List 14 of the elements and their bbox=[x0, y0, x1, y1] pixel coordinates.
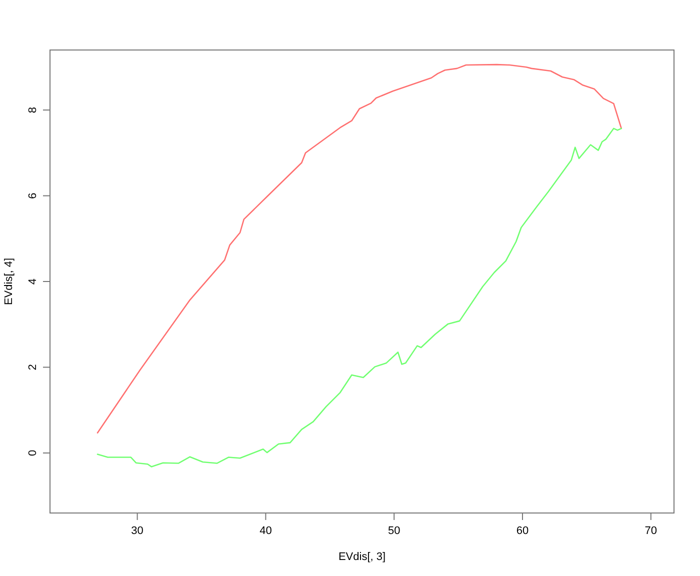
x-tick-label: 60 bbox=[516, 525, 529, 537]
y-tick-label: 6 bbox=[27, 192, 39, 199]
x-tick-label: 70 bbox=[644, 525, 658, 537]
line-series bbox=[96, 64, 622, 434]
line-series bbox=[96, 128, 622, 468]
y-tick-label: 4 bbox=[27, 278, 39, 285]
y-axis-title: EVdis[, 4] bbox=[3, 258, 15, 306]
x-tick-label: 40 bbox=[260, 525, 272, 537]
x-tick-label: 30 bbox=[131, 525, 144, 537]
y-tick-label: 8 bbox=[27, 106, 39, 114]
x-tick-label: 50 bbox=[388, 525, 400, 537]
x-axis-title: EVdis[, 3] bbox=[338, 551, 386, 563]
y-tick-label: 0 bbox=[27, 450, 39, 456]
y-tick-label: 2 bbox=[27, 364, 39, 370]
